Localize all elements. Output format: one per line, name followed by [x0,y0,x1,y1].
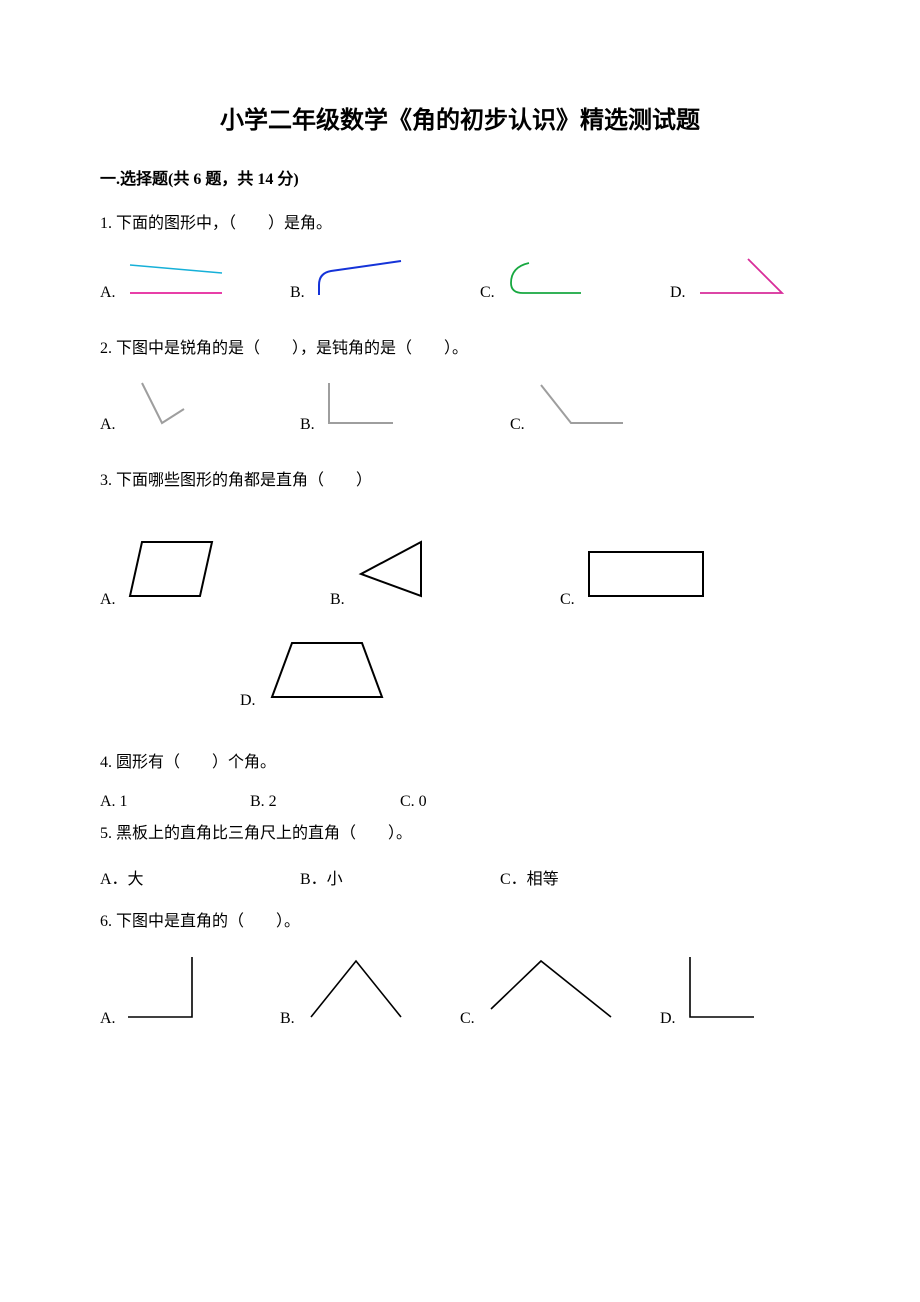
question-3-text: 3. 下面哪些图形的角都是直角（ ） [100,468,820,494]
q2-opt-b-label: B. [300,416,315,434]
section-1-header: 一.选择题(共 6 题，共 14 分) [100,165,820,189]
q6-opt-c-label: C. [460,1010,475,1028]
q3-opt-a-figure [122,534,222,609]
q1-opt-a-figure [122,257,232,302]
question-4-options: A. 1 B. 2 C. 0 [100,793,820,811]
question-3-options-row2: D. [100,635,820,710]
q2-opt-c-figure [531,379,631,434]
q1-opt-b-label: B. [290,284,305,302]
q6-opt-d-figure [682,953,762,1028]
q6-opt-c-figure [481,953,621,1028]
q4-opt-c: C. 0 [400,793,550,811]
q6-opt-b-figure [301,953,411,1028]
q2-opt-c-label: C. [510,416,525,434]
q3-opt-a-label: A. [100,591,116,609]
q5-opt-b: B．小 [300,865,500,889]
question-1-options: A. B. C. D. [100,255,820,302]
q3-opt-d-figure [262,635,392,710]
q1-opt-d-figure [692,255,792,302]
page-content: 小学二年级数学《角的初步认识》精选测试题 一.选择题(共 6 题，共 14 分)… [0,0,920,1098]
question-6-options: A. B. C. D. [100,953,820,1028]
question-2-options: A. B. C. [100,379,820,434]
q5-opt-c: C．相等 [500,865,650,889]
q1-opt-c-label: C. [480,284,495,302]
q1-opt-c-figure [501,257,591,302]
q4-opt-a: A. 1 [100,793,250,811]
q3-opt-d-label: D. [240,692,256,710]
q4-opt-b: B. 2 [250,793,400,811]
q1-opt-a-label: A. [100,284,116,302]
question-1-text: 1. 下面的图形中，（ ）是角。 [100,211,820,237]
q3-opt-b-figure [351,534,441,609]
q2-opt-b-figure [321,379,401,434]
q6-opt-a-figure [122,953,202,1028]
q2-opt-a-figure [122,379,192,434]
q1-opt-d-label: D. [670,284,686,302]
q3-opt-b-label: B. [330,591,345,609]
q2-opt-a-label: A. [100,416,116,434]
question-4-text: 4. 圆形有（ ）个角。 [100,750,820,776]
q3-opt-c-figure [581,544,711,609]
question-5-options: A．大 B．小 C．相等 [100,865,820,889]
question-6-text: 6. 下图中是直角的（ ）。 [100,909,820,935]
q1-opt-b-figure [311,255,411,302]
question-2-text: 2. 下图中是锐角的是（ ），是钝角的是（ ）。 [100,336,820,362]
q6-opt-a-label: A. [100,1010,116,1028]
document-title: 小学二年级数学《角的初步认识》精选测试题 [100,100,820,135]
q6-opt-d-label: D. [660,1010,676,1028]
q3-opt-c-label: C. [560,591,575,609]
q5-opt-a: A．大 [100,865,300,889]
question-5-text: 5. 黑板上的直角比三角尺上的直角（ ）。 [100,821,820,847]
q6-opt-b-label: B. [280,1010,295,1028]
question-3-options-row1: A. B. C. [100,534,820,609]
